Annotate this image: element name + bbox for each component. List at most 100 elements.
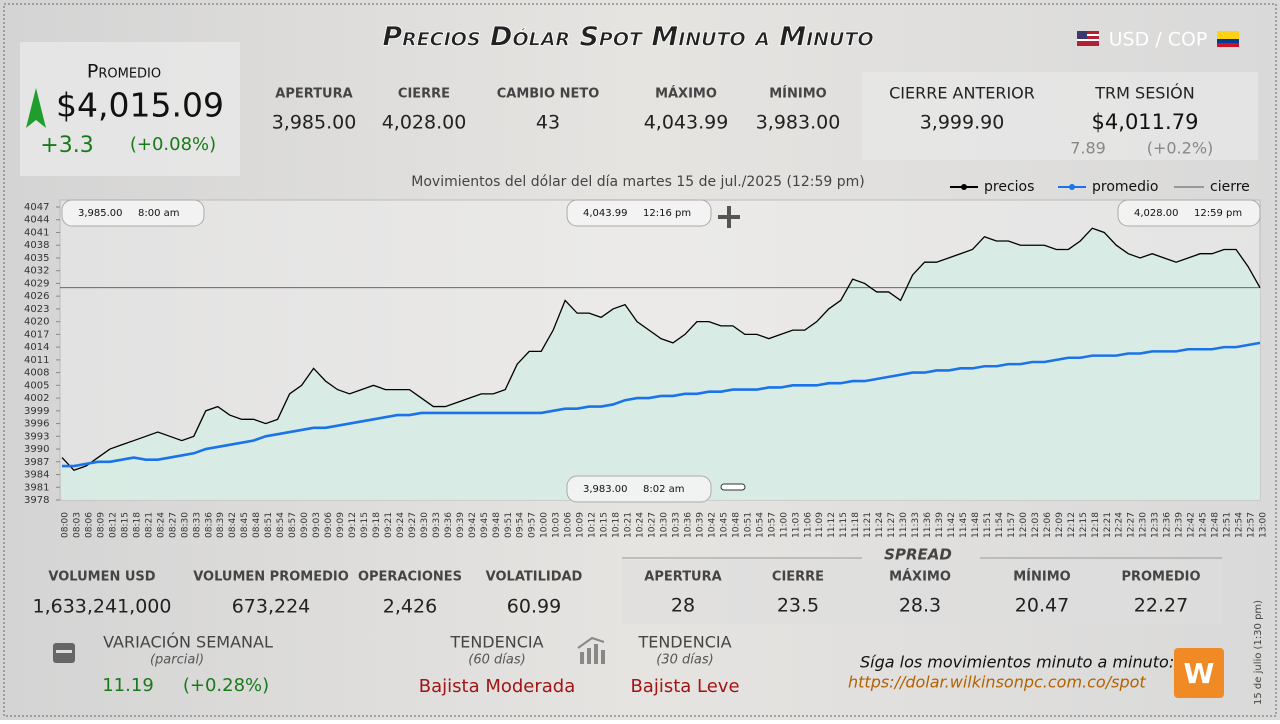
annotation-box [61, 199, 205, 227]
y-tick-label: 4044 [24, 215, 49, 226]
x-tick-label: 11:06 [803, 512, 813, 538]
x-tick-label: 11:51 [983, 512, 993, 538]
annotation-value: 4,043.99 [583, 208, 628, 219]
x-tick-label: 11:09 [815, 512, 825, 538]
currency: USD / COP [1109, 29, 1208, 51]
annotation-time: 8:00 am [138, 208, 180, 219]
x-tick-label: 12:36 [1163, 512, 1173, 538]
spread-label: CIERRE [772, 570, 824, 585]
y-tick-label: 3981 [24, 482, 49, 493]
x-tick-label: 11:00 [779, 512, 789, 538]
x-tick-label: 12:03 [1031, 512, 1041, 538]
weekly-label: VARIACIÓN SEMANAL [103, 633, 273, 652]
x-tick-label: 11:12 [827, 512, 837, 538]
spread-value: 20.47 [1015, 595, 1069, 617]
x-tick-label: 10:54 [755, 512, 765, 538]
x-tick-label: 12:33 [1151, 512, 1161, 538]
x-tick-label: 10:09 [576, 512, 586, 538]
up-arrow [26, 88, 46, 128]
volume-label: VOLUMEN USD [48, 570, 155, 585]
x-tick-label: 10:15 [600, 512, 610, 538]
y-tick-label: 4035 [24, 253, 49, 264]
trend-note: (30 días) [656, 653, 713, 668]
series-line [61, 227, 1261, 472]
summary-value: $4,015.09 [56, 86, 224, 125]
y-tick-label: 4002 [24, 393, 49, 404]
y-tick-label: 3990 [24, 444, 49, 455]
col-flag [1217, 31, 1239, 47]
x-tick-label: 08:00 [61, 512, 71, 538]
x-tick-label: 09:36 [444, 512, 454, 538]
x-tick-label: 09:39 [456, 512, 466, 538]
x-tick-label: 09:03 [312, 512, 322, 538]
x-tick-label: 12:42 [1187, 512, 1197, 538]
x-tick-label: 11:36 [923, 512, 933, 538]
spread-label: MÍNIMO [1013, 569, 1070, 585]
x-tick-label: 11:27 [887, 512, 897, 538]
stat-value: 3,985.00 [272, 112, 357, 134]
y-tick-label: 4038 [24, 240, 49, 251]
x-tick-label: 09:57 [528, 512, 538, 538]
usa-flag [1077, 31, 1099, 46]
trm-change: 7.89 [1070, 139, 1106, 158]
prev-close-label: CIERRE ANTERIOR [889, 84, 1035, 103]
x-tick-label: 09:42 [468, 512, 478, 538]
y-tick-label: 3999 [24, 406, 49, 417]
volume-label: OPERACIONES [358, 570, 462, 585]
frame [3, 3, 1277, 717]
x-tick-label: 09:06 [324, 512, 334, 538]
x-tick-label: 09:09 [336, 512, 346, 538]
volume-value: 2,426 [383, 596, 437, 618]
x-tick-label: 11:30 [899, 512, 909, 538]
trend-label: TENDENCIA [637, 633, 731, 652]
spread-value: 22.27 [1134, 595, 1188, 617]
x-tick-label: 08:15 [120, 512, 130, 538]
footer-cta: Síga los movimientos minuto a minuto: [860, 653, 1174, 672]
price-area [62, 228, 1260, 501]
legend-dot [1069, 184, 1075, 190]
legend-label: promedio [1092, 179, 1159, 195]
x-tick-label: 09:27 [408, 512, 418, 538]
annotation-value: 3,983.00 [583, 484, 628, 495]
y-tick-label: 4014 [24, 342, 49, 353]
y-tick-label: 4020 [24, 317, 49, 328]
x-tick-label: 10:18 [612, 512, 622, 538]
x-tick-label: 08:42 [228, 512, 238, 538]
spread-title: SPREAD [884, 546, 952, 564]
legend-label: cierre [1210, 179, 1250, 195]
trend-value: Bajista Moderada [419, 676, 576, 697]
summary-panel [20, 42, 240, 176]
x-tick-label: 08:48 [252, 512, 262, 538]
legend-label: precios [984, 179, 1034, 195]
chart-subtitle: Movimientos del dólar del día martes 15 … [411, 174, 864, 190]
x-tick-label: 10:03 [552, 512, 562, 538]
x-tick-label: 09:12 [348, 512, 358, 538]
x-tick-label: 09:18 [372, 512, 382, 538]
x-tick-label: 10:06 [564, 512, 574, 538]
x-tick-label: 08:51 [264, 512, 274, 538]
stat-value: 4,028.00 [382, 112, 467, 134]
annotation-time: 12:59 pm [1194, 208, 1242, 219]
x-tick-label: 11:45 [959, 512, 969, 538]
annotation-value: 4,028.00 [1134, 208, 1179, 219]
x-tick-label: 12:12 [1067, 512, 1077, 538]
x-tick-label: 08:39 [216, 512, 226, 538]
footer-url[interactable]: https://dolar.wilkinsonpc.com.co/spot [848, 673, 1146, 692]
x-tick-label: 12:18 [1091, 512, 1101, 538]
x-tick-label: 12:27 [1127, 512, 1137, 538]
trm-value: $4,011.79 [1092, 110, 1199, 134]
volume-label: VOLATILIDAD [486, 570, 583, 585]
y-tick-label: 3987 [24, 457, 49, 468]
x-tick-label: 12:24 [1115, 512, 1125, 538]
x-tick-label: 11:57 [1007, 512, 1017, 538]
x-tick-label: 11:18 [851, 512, 861, 538]
stat-label: APERTURA [275, 87, 352, 102]
annotation-box [566, 199, 712, 227]
y-tick-label: 4005 [24, 380, 49, 391]
legend-dot [961, 184, 967, 190]
x-tick-label: 09:45 [480, 512, 490, 538]
stat-label: MÍNIMO [769, 86, 826, 102]
x-tick-label: 08:24 [156, 512, 166, 538]
x-tick-label: 12:09 [1055, 512, 1065, 538]
